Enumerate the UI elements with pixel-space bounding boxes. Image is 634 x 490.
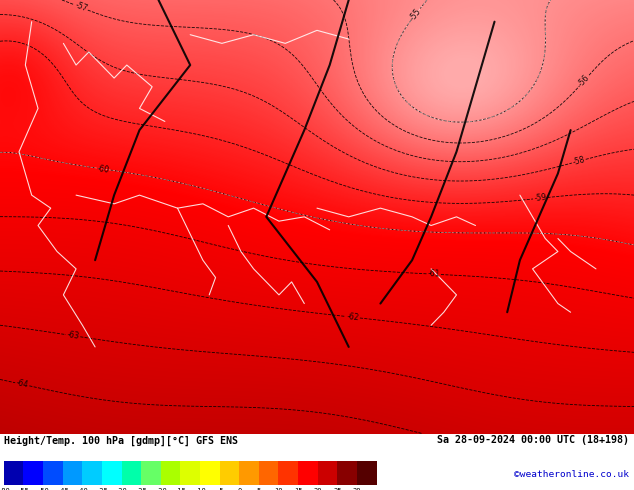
Text: -35: -35 [96,488,108,490]
Text: -30: -30 [115,488,128,490]
Text: -55: -55 [17,488,30,490]
Bar [122,461,141,486]
Text: ©weatheronline.co.uk: ©weatheronline.co.uk [514,470,629,479]
Text: 0: 0 [237,488,242,490]
Bar [63,461,82,486]
Bar [43,461,63,486]
Text: -56: -56 [577,73,592,88]
Bar [141,461,161,486]
Text: -25: -25 [135,488,148,490]
Bar [102,461,122,486]
Text: -45: -45 [56,488,69,490]
Text: -80: -80 [0,488,10,490]
Text: Sa 28-09-2024 00:00 UTC (18+198): Sa 28-09-2024 00:00 UTC (18+198) [437,435,629,445]
Text: -63: -63 [66,330,80,341]
Bar [298,461,318,486]
Text: -57: -57 [74,1,89,14]
Text: -40: -40 [76,488,89,490]
Text: -59: -59 [534,193,547,203]
Text: -15: -15 [174,488,187,490]
Text: 10: 10 [275,488,283,490]
Text: 5: 5 [257,488,261,490]
Text: 30: 30 [353,488,361,490]
Text: 15: 15 [294,488,302,490]
Bar [259,461,278,486]
Bar [239,461,259,486]
Bar [318,461,337,486]
Bar [4,461,23,486]
Text: -60: -60 [96,164,110,174]
Bar [161,461,181,486]
Text: Height/Temp. 100 hPa [gdmp][°C] GFS ENS: Height/Temp. 100 hPa [gdmp][°C] GFS ENS [4,435,238,445]
Bar [82,461,102,486]
Text: -10: -10 [193,488,207,490]
Text: -20: -20 [155,488,167,490]
Bar [23,461,43,486]
Bar [357,461,377,486]
Bar [337,461,357,486]
Bar [219,461,239,486]
Bar [278,461,298,486]
Text: -61: -61 [427,270,440,279]
Text: -55: -55 [408,6,423,22]
Text: -64: -64 [15,379,29,390]
Text: -62: -62 [346,312,359,322]
Bar [200,461,219,486]
Text: -5: -5 [216,488,224,490]
Text: -50: -50 [37,488,49,490]
Bar [181,461,200,486]
Text: 20: 20 [313,488,322,490]
Text: -58: -58 [572,155,586,167]
Text: 25: 25 [333,488,342,490]
